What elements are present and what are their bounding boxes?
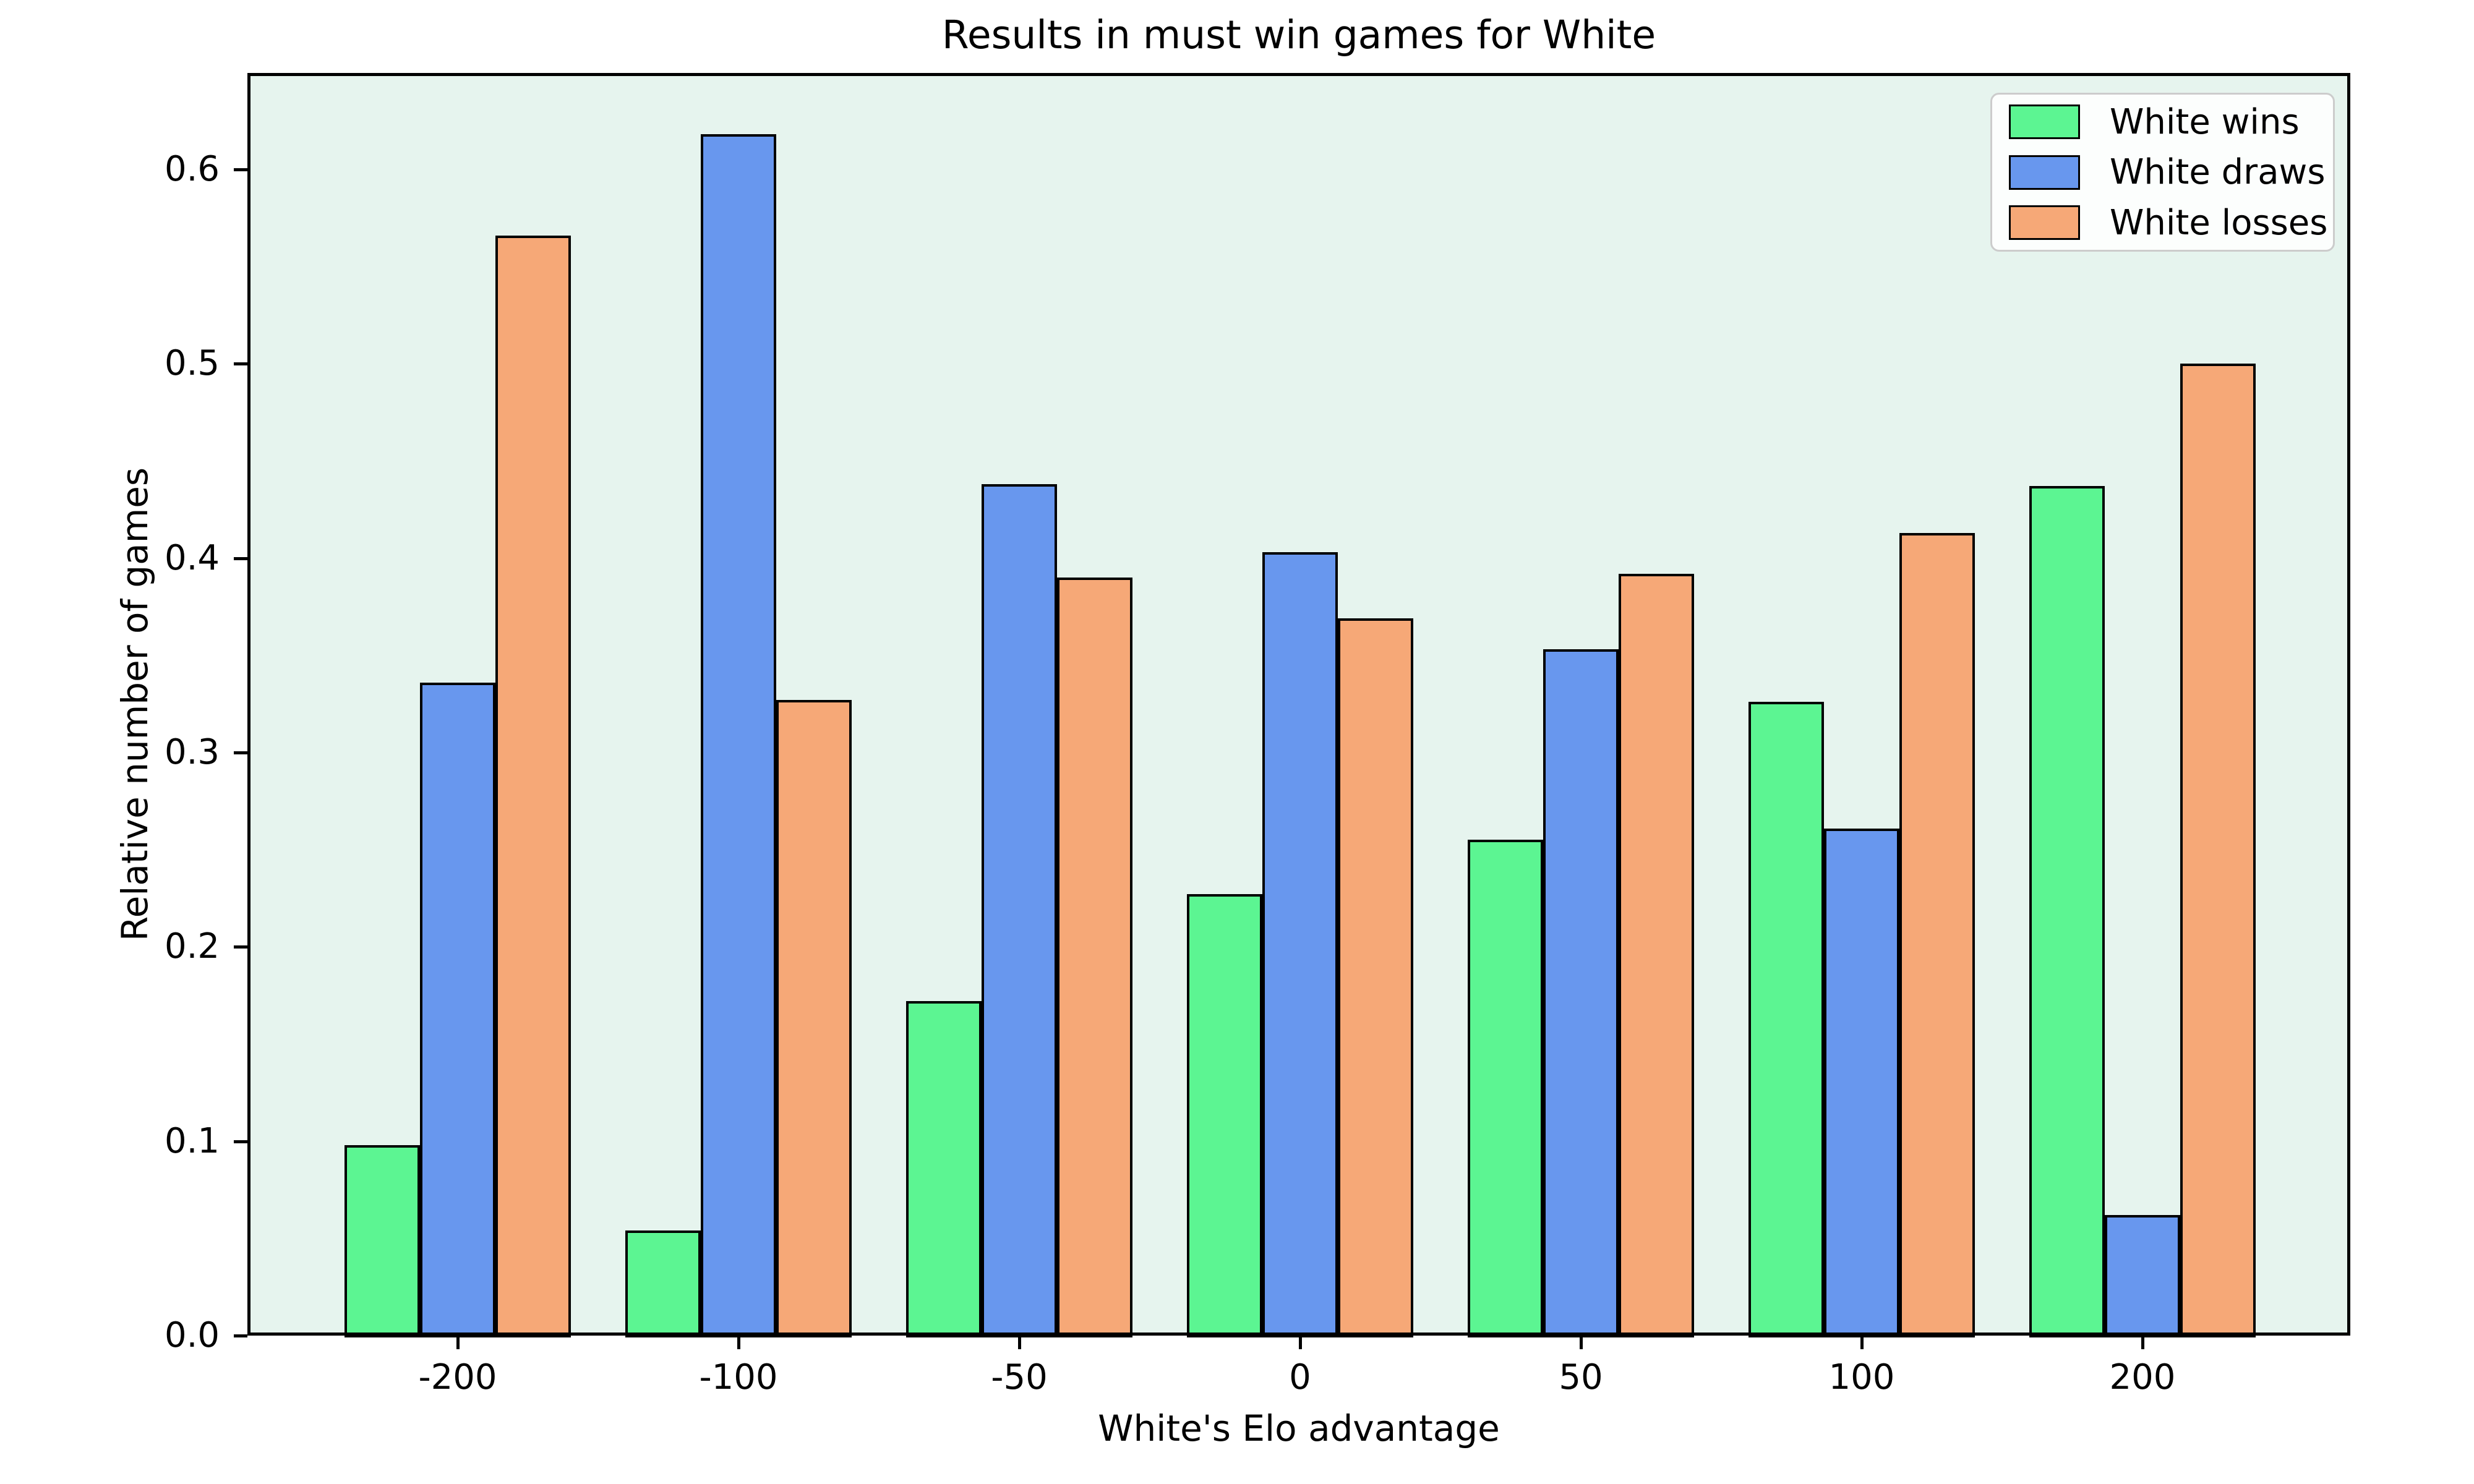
bar-white-losses--200 (495, 236, 571, 1337)
y-tick-label-0.1: 0.1 (164, 1121, 220, 1161)
x-tick-label-50: 50 (1559, 1357, 1603, 1397)
x-tick-label-200: 200 (2109, 1357, 2176, 1397)
legend-item-white-losses: White losses (2009, 203, 2327, 243)
bar-white-losses--100 (776, 700, 852, 1337)
bar-white-losses--50 (1057, 578, 1132, 1337)
legend-item-white-wins: White wins (2009, 101, 2318, 142)
bar-white-wins--200 (345, 1145, 420, 1337)
y-tick-mark-0.0 (234, 1334, 247, 1337)
y-tick-mark-0.1 (234, 1140, 247, 1143)
legend-swatch-white-draws (2009, 155, 2080, 190)
y-tick-mark-0.6 (234, 168, 247, 171)
bar-white-draws-100 (1824, 829, 1899, 1337)
x-tick-mark--50 (1018, 1336, 1021, 1349)
x-tick-label-100: 100 (1828, 1357, 1895, 1397)
x-tick-mark--100 (737, 1336, 740, 1349)
y-tick-label-0.4: 0.4 (164, 538, 220, 578)
legend: White wins White draws White losses (1990, 93, 2335, 252)
x-axis-label: White's Elo advantage (1098, 1407, 1500, 1449)
y-tick-mark-0.2 (234, 945, 247, 949)
legend-item-white-draws: White draws (2009, 152, 2326, 192)
y-axis-label-text: Relative number of games (114, 467, 156, 942)
x-tick-label--50: -50 (991, 1357, 1048, 1397)
y-tick-label-0.6: 0.6 (164, 149, 220, 189)
legend-label: White wins (2110, 101, 2300, 142)
x-tick-label--200: -200 (418, 1357, 497, 1397)
bar-white-draws--50 (982, 484, 1057, 1337)
x-tick-mark--200 (456, 1336, 460, 1349)
bar-white-losses-50 (1619, 574, 1694, 1337)
y-tick-mark-0.3 (234, 751, 247, 754)
x-tick-mark-0 (1299, 1336, 1302, 1349)
x-tick-mark-200 (2141, 1336, 2144, 1349)
bar-white-wins-50 (1468, 840, 1543, 1337)
legend-swatch-white-wins (2009, 104, 2080, 139)
bar-white-wins-200 (2029, 486, 2105, 1337)
legend-swatch-white-losses (2009, 205, 2080, 240)
bar-white-wins-0 (1187, 894, 1262, 1337)
x-tick-mark-50 (1580, 1336, 1583, 1349)
bar-white-wins--100 (625, 1230, 701, 1337)
bar-white-losses-0 (1338, 618, 1413, 1337)
bar-white-losses-200 (2180, 364, 2256, 1337)
y-tick-label-0.5: 0.5 (164, 343, 220, 383)
bar-white-losses-100 (1899, 533, 1975, 1337)
legend-label: White losses (2110, 202, 2328, 243)
y-tick-mark-0.4 (234, 557, 247, 560)
y-tick-label-0.3: 0.3 (164, 732, 220, 772)
y-tick-mark-0.5 (234, 362, 247, 365)
y-tick-label-0.2: 0.2 (164, 926, 220, 966)
y-tick-label-0.0: 0.0 (164, 1315, 220, 1355)
chart-title: Results in must win games for White (941, 12, 1656, 58)
bar-white-draws--200 (420, 683, 495, 1337)
bar-white-draws-50 (1543, 649, 1619, 1337)
bar-white-wins-100 (1748, 702, 1824, 1337)
bar-white-draws-0 (1262, 552, 1338, 1337)
legend-label: White draws (2110, 152, 2326, 192)
bar-white-wins--50 (906, 1001, 982, 1337)
x-tick-label--100: -100 (699, 1357, 778, 1397)
bar-white-draws--100 (701, 134, 776, 1337)
x-tick-label-0: 0 (1289, 1357, 1311, 1397)
bar-white-draws-200 (2105, 1215, 2180, 1337)
x-tick-mark-100 (1860, 1336, 1864, 1349)
